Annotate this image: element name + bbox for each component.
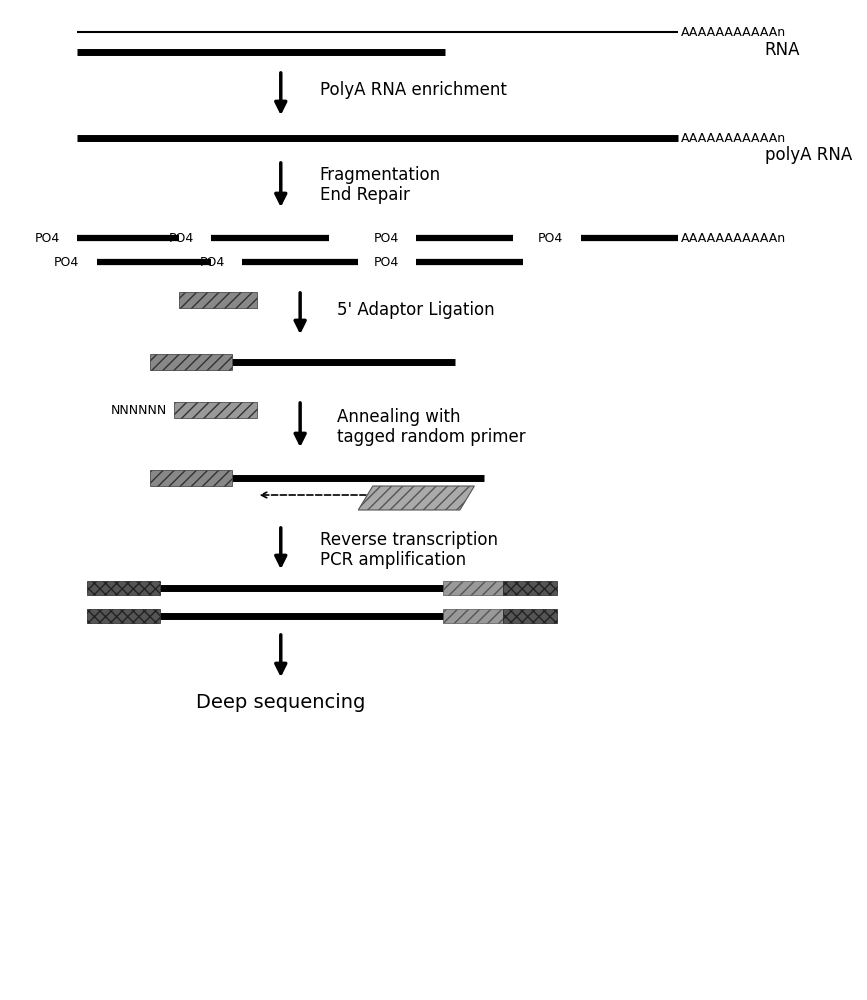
Text: AAAAAAAAAAAn: AAAAAAAAAAAn bbox=[681, 25, 786, 38]
Text: RNA: RNA bbox=[765, 41, 800, 59]
Text: Fragmentation: Fragmentation bbox=[320, 166, 440, 184]
Text: AAAAAAAAAAAn: AAAAAAAAAAAn bbox=[681, 131, 786, 144]
Text: PO4: PO4 bbox=[538, 232, 564, 244]
Text: polyA RNA: polyA RNA bbox=[765, 146, 852, 164]
Bar bbox=[150, 470, 232, 486]
Text: PO4: PO4 bbox=[374, 232, 399, 244]
Text: PO4: PO4 bbox=[54, 255, 80, 268]
Bar bbox=[88, 581, 160, 595]
Bar bbox=[443, 581, 504, 595]
Polygon shape bbox=[358, 486, 474, 510]
Text: PO4: PO4 bbox=[35, 232, 60, 244]
Text: 5' Adaptor Ligation: 5' Adaptor Ligation bbox=[337, 301, 494, 319]
Text: Deep sequencing: Deep sequencing bbox=[196, 692, 366, 712]
Text: NNNNNN: NNNNNN bbox=[110, 403, 166, 416]
Text: tagged random primer: tagged random primer bbox=[337, 428, 525, 446]
Bar bbox=[88, 609, 160, 623]
Bar bbox=[504, 609, 557, 623]
Text: NNNNNN: NNNNNN bbox=[381, 488, 437, 502]
Text: PO4: PO4 bbox=[374, 255, 399, 268]
Bar bbox=[179, 292, 257, 308]
Text: Reverse transcription: Reverse transcription bbox=[320, 531, 498, 549]
Bar bbox=[443, 609, 504, 623]
Text: Annealing with: Annealing with bbox=[337, 408, 460, 426]
Text: End Repair: End Repair bbox=[320, 186, 409, 204]
Bar bbox=[174, 402, 257, 418]
Bar bbox=[504, 581, 557, 595]
Text: AAAAAAAAAAAn: AAAAAAAAAAAn bbox=[681, 232, 786, 244]
Text: PCR amplification: PCR amplification bbox=[320, 551, 466, 569]
Text: PO4: PO4 bbox=[168, 232, 193, 244]
Text: PolyA RNA enrichment: PolyA RNA enrichment bbox=[320, 81, 506, 99]
Bar bbox=[150, 354, 232, 370]
Text: PO4: PO4 bbox=[199, 255, 225, 268]
